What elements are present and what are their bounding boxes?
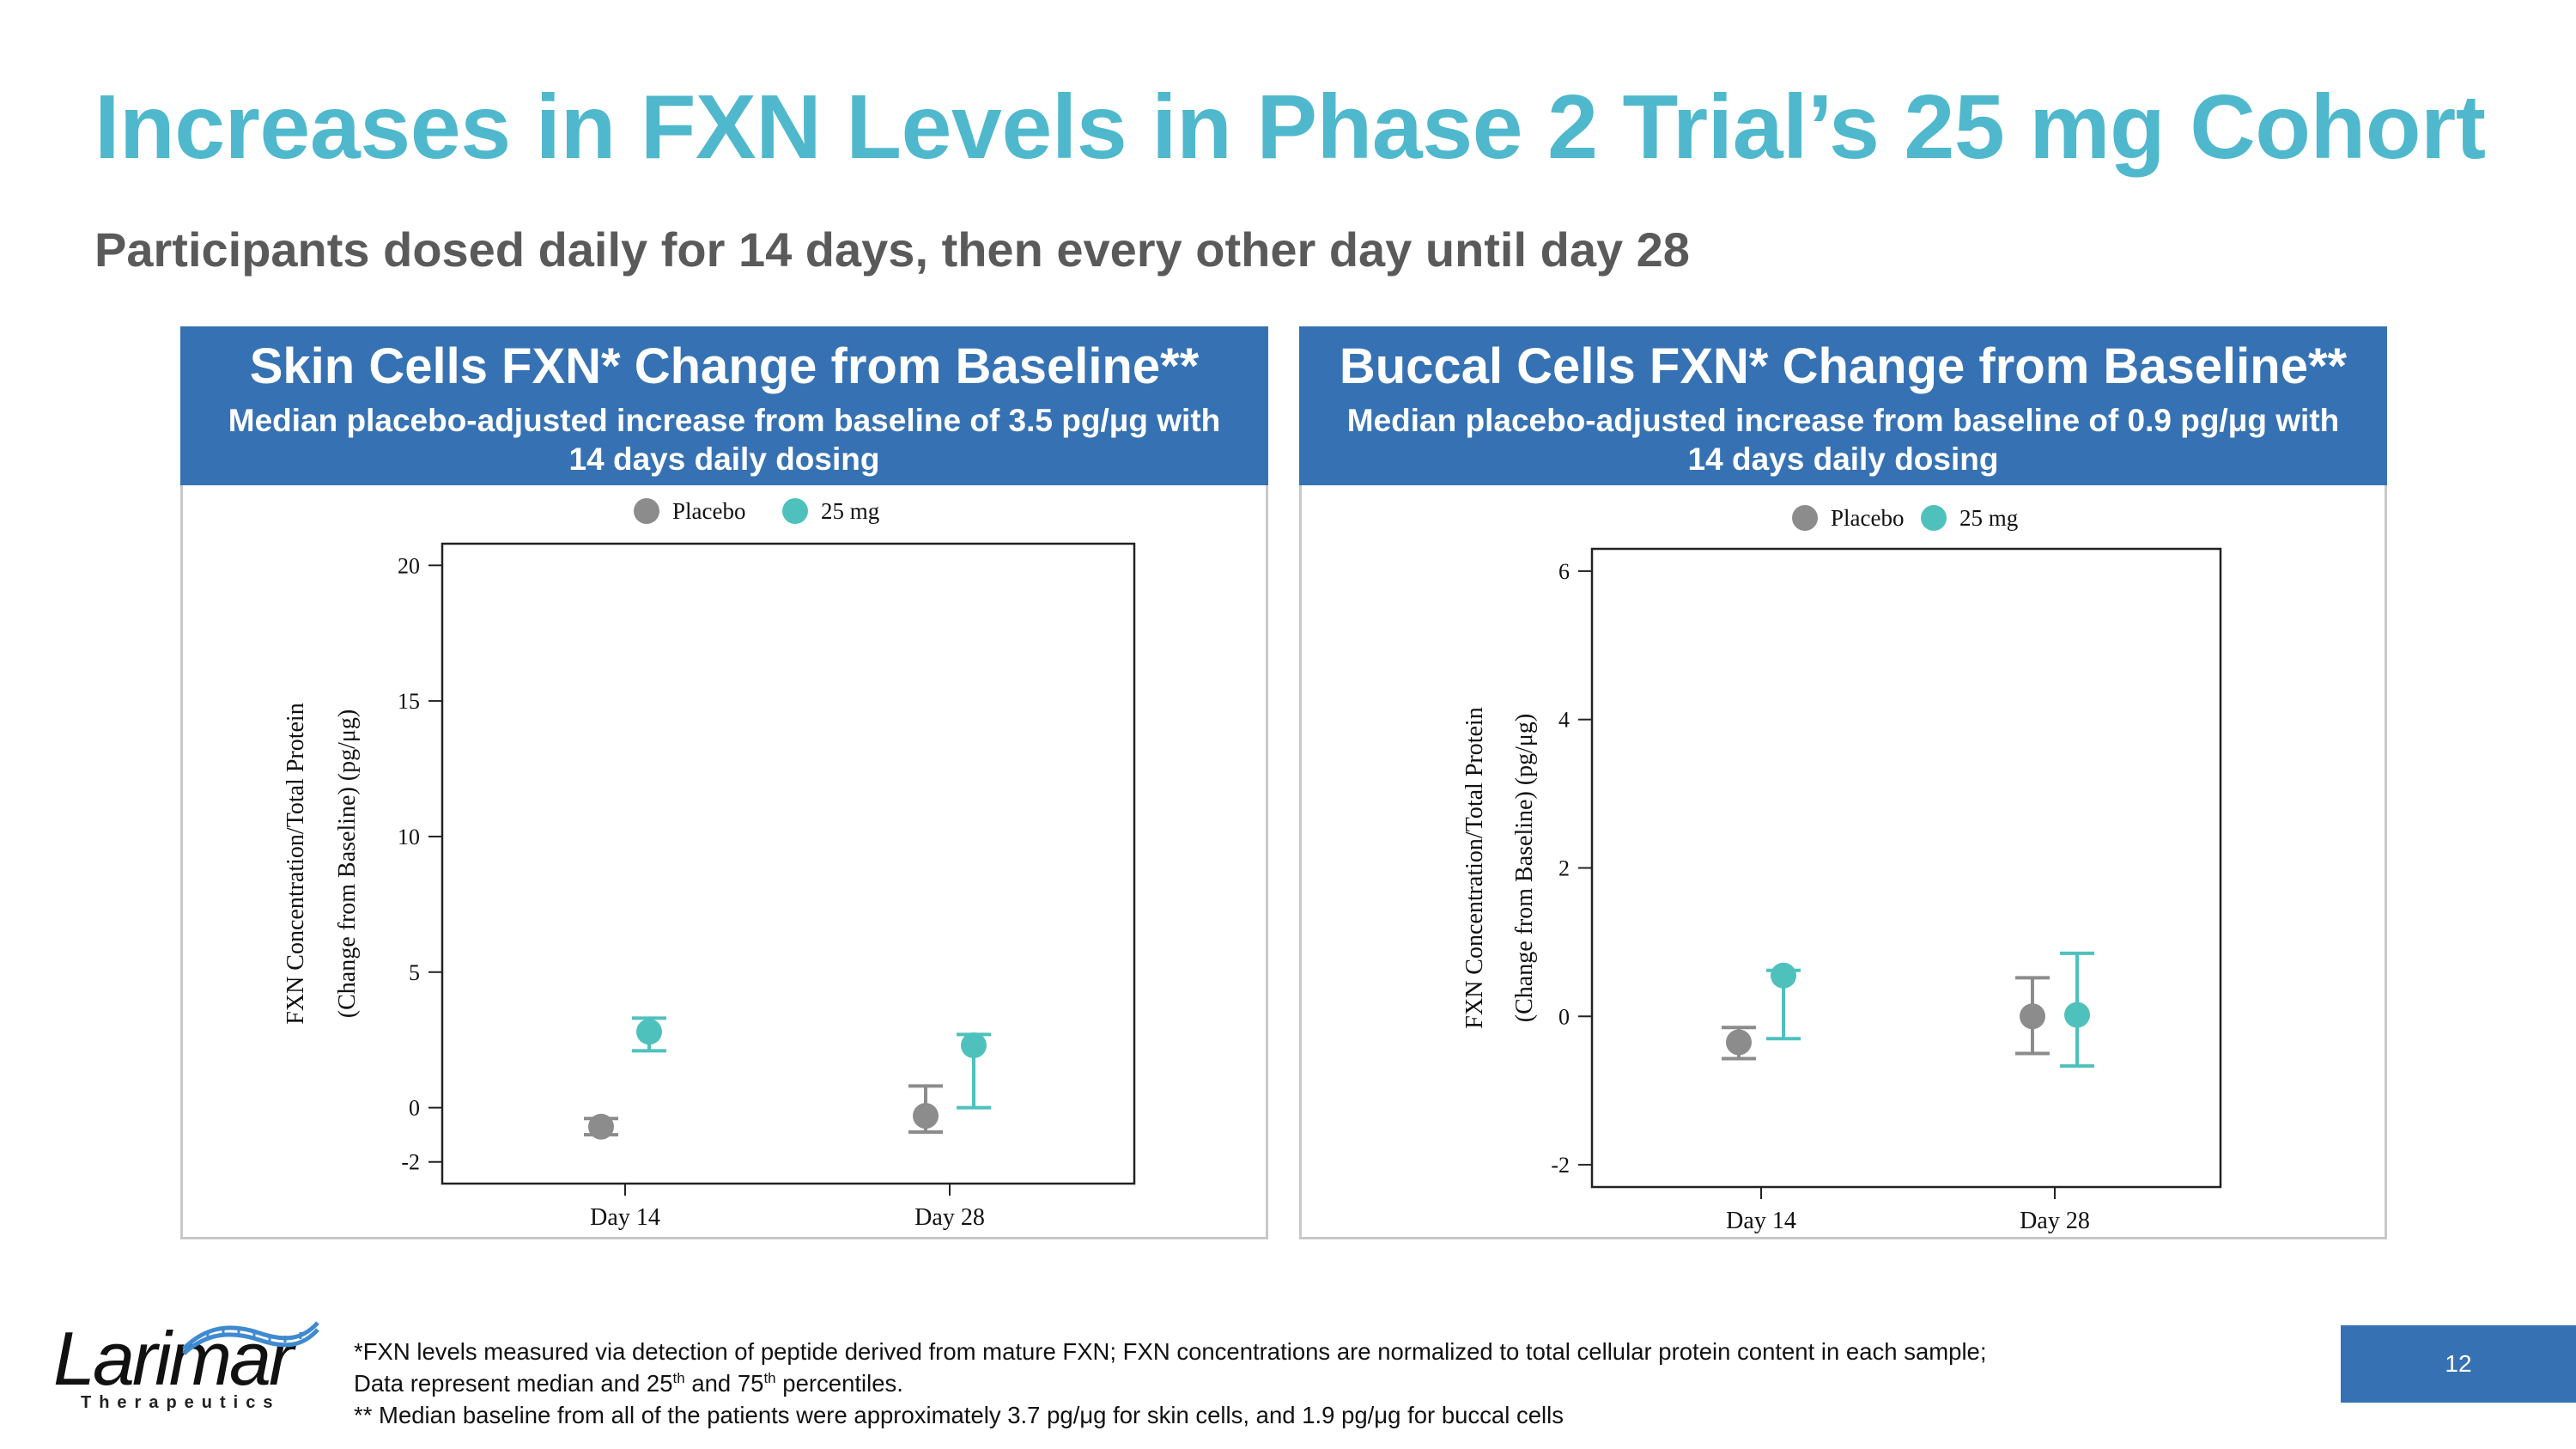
- skin-cells-chart: -2 0 5 10 15 20 Day 14 Day 28 FXN Concentration/…: [283, 498, 1136, 1231]
- legend-marker: [634, 498, 659, 524]
- y-tick-label: -2: [1551, 1153, 1570, 1178]
- y-tick-label: 4: [1558, 708, 1570, 733]
- y-tick-label: -2: [401, 1150, 420, 1175]
- x-tick-label: Day 28: [914, 1204, 985, 1231]
- y-tick-label: 5: [409, 960, 420, 985]
- median-point: [1771, 962, 1796, 989]
- y-tick-label: 20: [398, 553, 420, 578]
- legend-marker: [1792, 505, 1818, 531]
- footnote-superscript: th: [672, 1369, 685, 1386]
- median-point: [961, 1032, 987, 1059]
- skin-cells-panel: Skin Cells FXN* Change from Baseline** M…: [180, 326, 1268, 1239]
- median-point: [1726, 1029, 1752, 1056]
- x-tick-label: Day 14: [590, 1204, 660, 1231]
- helix-logo-icon: [182, 1321, 319, 1355]
- x-tick-label: Day 28: [2020, 1208, 2090, 1234]
- page-number: 12: [2341, 1325, 2576, 1403]
- legend-label: Placebo: [672, 498, 745, 524]
- buccal-panel-title: Buccal Cells FXN* Change from Baseline**: [1339, 338, 2348, 394]
- footnote-text: Data represent median and 25: [354, 1369, 673, 1397]
- x-tick-label: Day 14: [1726, 1208, 1796, 1234]
- footnote-line-3: ** Median baseline from all of the patie…: [354, 1401, 1564, 1428]
- footnote-superscript: th: [763, 1369, 776, 1386]
- slide-title: Increases in FXN Levels in Phase 2 Trial…: [94, 76, 2486, 178]
- y-axis-label: FXN Concentration/Total Protein: [283, 703, 309, 1024]
- median-point: [913, 1103, 939, 1129]
- footnote-text: percentiles.: [775, 1369, 903, 1397]
- plot-frame: [1590, 547, 2222, 1189]
- median-point: [2064, 1002, 2090, 1028]
- plot-frame: [440, 542, 1136, 1185]
- median-point: [636, 1019, 662, 1045]
- footnote-line-2: Data represent median and 25th and 75th …: [354, 1368, 1987, 1400]
- y-tick-label: 0: [1558, 1004, 1570, 1029]
- y-tick-label: 10: [398, 825, 420, 849]
- buccal-cells-panel: Buccal Cells FXN* Change from Baseline**…: [1299, 326, 2387, 1239]
- skin-panel-header: Skin Cells FXN* Change from Baseline** M…: [180, 326, 1268, 485]
- y-axis-label: (Change from Baseline) (pg/μg): [334, 709, 361, 1018]
- median-point: [588, 1113, 614, 1140]
- buccal-panel-header: Buccal Cells FXN* Change from Baseline**…: [1299, 326, 2387, 485]
- legend-marker: [782, 498, 808, 524]
- larimar-logo: Larimar Therapeutics: [53, 1321, 319, 1416]
- y-axis-label: (Change from Baseline) (pg/μg): [1511, 714, 1538, 1022]
- legend-label: 25 mg: [821, 498, 879, 524]
- y-tick-label: 15: [398, 689, 420, 714]
- y-tick-label: 0: [409, 1096, 420, 1121]
- legend-label: 25 mg: [1959, 505, 2018, 531]
- legend-label: Placebo: [1831, 505, 1904, 531]
- median-point: [2020, 1003, 2045, 1030]
- buccal-cells-chart: -2 0 2 4 6 Day 14 Day 28 FXN Concentration/Tota…: [1461, 505, 2222, 1234]
- y-tick-label: 6: [1558, 559, 1570, 584]
- buccal-panel-subtitle: Median placebo-adjusted increase from ba…: [1346, 402, 2340, 478]
- footnote-line-1: *FXN levels measured via detection of pe…: [354, 1338, 1987, 1365]
- logo-tagline: Therapeutics: [81, 1393, 281, 1412]
- footnotes: *FXN levels measured via detection of pe…: [354, 1336, 1987, 1432]
- y-tick-label: 2: [1558, 856, 1570, 881]
- legend-marker: [1921, 505, 1947, 531]
- footnote-text: and 75: [684, 1369, 764, 1397]
- y-axis-label: FXN Concentration/Total Protein: [1461, 707, 1488, 1028]
- slide-subtitle: Participants dosed daily for 14 days, th…: [94, 222, 1690, 277]
- skin-panel-title: Skin Cells FXN* Change from Baseline**: [249, 338, 1200, 394]
- skin-panel-subtitle: Median placebo-adjusted increase from ba…: [228, 402, 1221, 478]
